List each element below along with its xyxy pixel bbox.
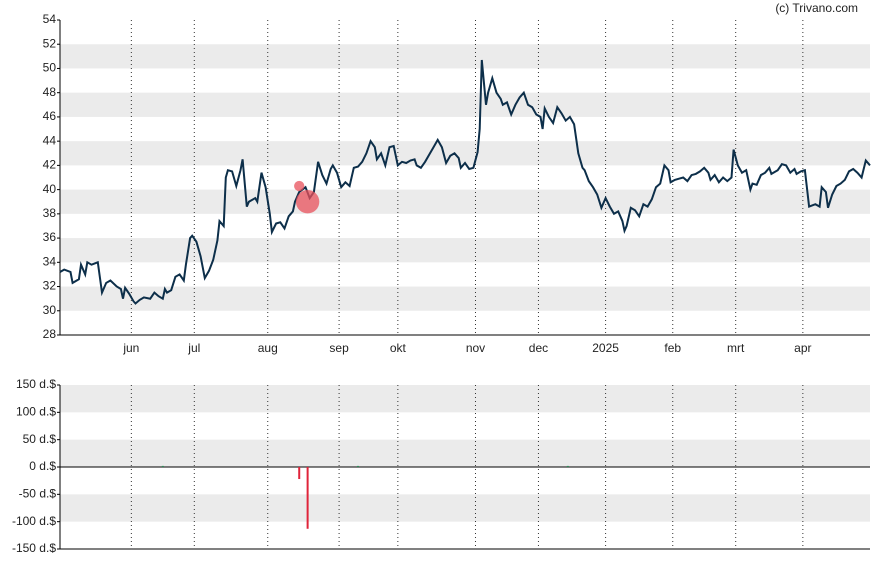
grid-band bbox=[60, 92, 870, 117]
y-tick-label: 54 bbox=[43, 12, 57, 26]
grid-band bbox=[60, 189, 870, 214]
bar bbox=[356, 465, 359, 467]
credit: (c) Trivano.com bbox=[775, 1, 858, 15]
y-tick-label: 50 bbox=[43, 61, 57, 75]
x-tick-label: aug bbox=[258, 341, 278, 355]
y-tick-label: 50 d.$ bbox=[23, 432, 57, 446]
trade-marker bbox=[295, 190, 320, 214]
bar bbox=[306, 467, 309, 529]
y-tick-label: -150 d.$ bbox=[12, 541, 56, 555]
x-tick-label: nov bbox=[466, 341, 485, 355]
x-tick-label: jun bbox=[122, 341, 139, 355]
y-tick-label: 42 bbox=[43, 158, 57, 172]
x-tick-label: feb bbox=[664, 341, 681, 355]
y-tick-label: 44 bbox=[43, 133, 57, 147]
y-tick-label: 150 d.$ bbox=[16, 377, 56, 391]
y-tick-label: 0 d.$ bbox=[29, 459, 56, 473]
y-tick-label: 34 bbox=[43, 254, 57, 268]
y-tick-label: 52 bbox=[43, 36, 57, 50]
price-line bbox=[59, 59, 871, 305]
y-tick-label: 32 bbox=[43, 279, 57, 293]
y-tick-label: 36 bbox=[43, 230, 57, 244]
x-tick-label: dec bbox=[529, 341, 548, 355]
y-tick-label: 100 d.$ bbox=[16, 405, 56, 419]
bar bbox=[566, 465, 569, 467]
bar bbox=[298, 467, 301, 480]
y-tick-label: 28 bbox=[43, 327, 57, 341]
trade-marker bbox=[294, 180, 305, 192]
x-tick-label: apr bbox=[794, 341, 811, 355]
grid-band bbox=[60, 494, 870, 522]
grid-band bbox=[60, 286, 870, 311]
y-tick-label: -100 d.$ bbox=[12, 514, 56, 528]
y-tick-label: -50 d.$ bbox=[19, 487, 57, 501]
grid-band bbox=[60, 238, 870, 263]
y-tick-label: 40 bbox=[43, 182, 57, 196]
x-tick-label: jul bbox=[187, 341, 200, 355]
y-tick-label: 46 bbox=[43, 109, 57, 123]
y-tick-label: 38 bbox=[43, 206, 57, 220]
y-tick-label: 48 bbox=[43, 85, 57, 99]
x-tick-label: sep bbox=[329, 341, 349, 355]
x-tick-label: mrt bbox=[727, 341, 745, 355]
grid-band bbox=[60, 44, 870, 69]
bar bbox=[161, 465, 164, 467]
grid-band bbox=[60, 385, 870, 413]
x-tick-label: 2025 bbox=[592, 341, 619, 355]
grid-band bbox=[60, 439, 870, 467]
y-tick-label: 30 bbox=[43, 303, 57, 317]
x-tick-label: okt bbox=[390, 341, 407, 355]
